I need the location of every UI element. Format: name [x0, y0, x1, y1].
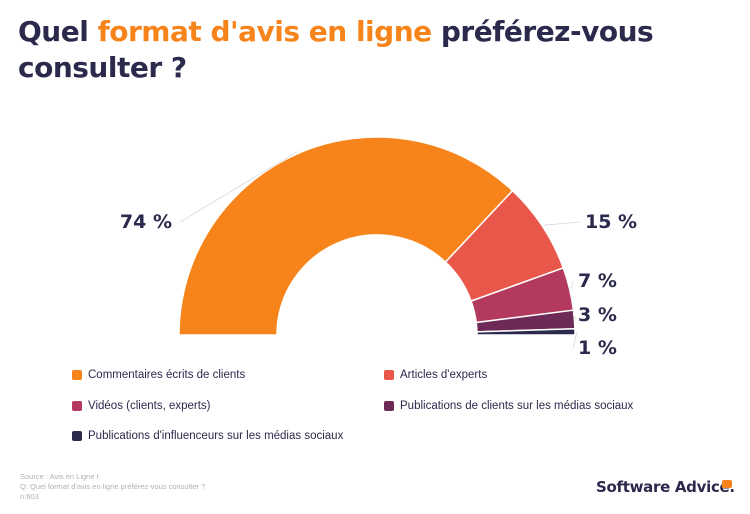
leader-line-3	[571, 280, 574, 289]
value-label-4: 3 %	[578, 304, 617, 326]
leader-line-1	[179, 151, 298, 223]
value-label-5: 1 %	[578, 337, 617, 359]
title-highlight: format d'avis en ligne	[97, 15, 433, 48]
value-label-2: 15 %	[585, 211, 637, 233]
brand-mark-icon	[722, 480, 732, 488]
value-label-3: 7 %	[578, 270, 617, 292]
value-label-1: 74 %	[120, 211, 172, 233]
slice-5	[476, 328, 576, 336]
leader-line-4	[572, 314, 577, 320]
source-note: Source : Avis en Ligne I	[20, 472, 99, 481]
brand-logo: Software Advice.	[596, 478, 735, 496]
sample-size-note: n:603	[20, 492, 39, 501]
leader-line-5	[572, 331, 578, 349]
question-note: Q: Quel format d'avis en ligne préférez-…	[20, 482, 206, 491]
leader-line-2	[544, 221, 581, 226]
title-part2: préférez-vous consulter ?	[18, 15, 654, 84]
slice-1	[178, 136, 514, 336]
footer-notes: Source : Avis en Ligne I Q: Quel format …	[20, 472, 205, 502]
title-part1: Quel	[18, 15, 98, 48]
chart-title: Quel format d'avis en ligne préférez-vou…	[18, 14, 718, 86]
